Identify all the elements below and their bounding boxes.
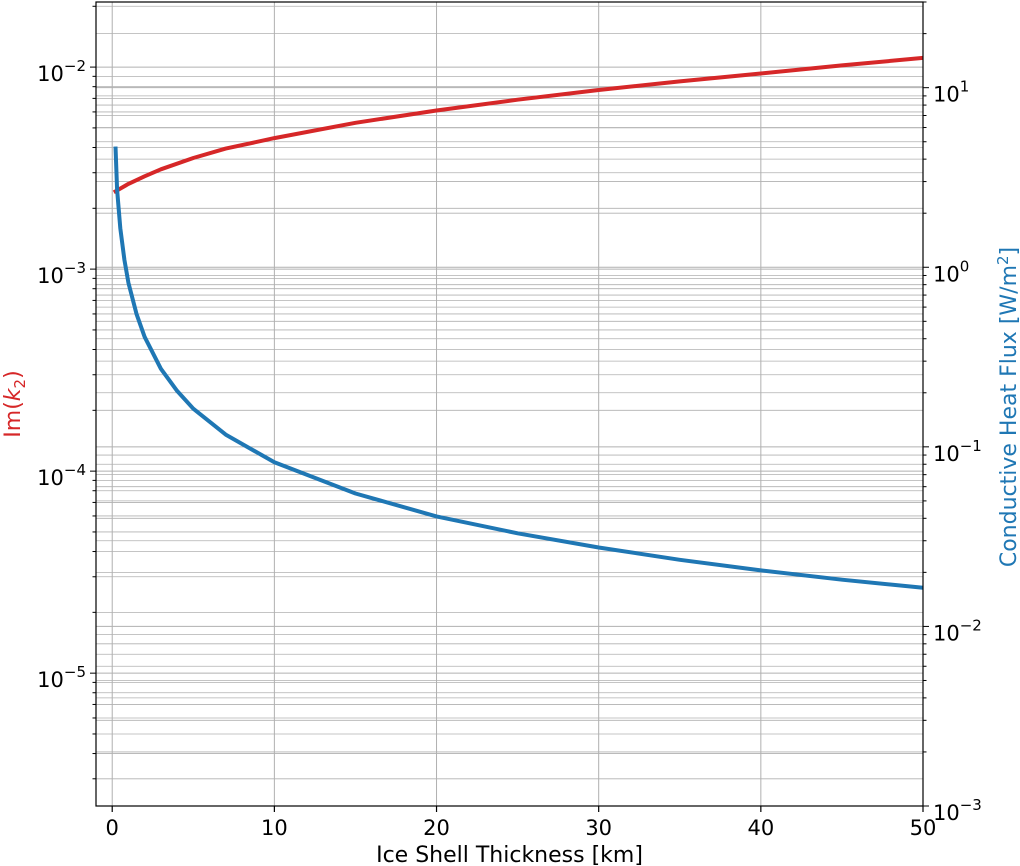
plot-frame — [95, 1, 924, 807]
x-tick-label: 30 — [585, 816, 612, 840]
y-right-tick-label: 10−3 — [933, 796, 982, 825]
y-right-tick-label: 10−1 — [933, 437, 982, 466]
series-line-im-k2 — [112, 55, 924, 195]
x-axis-label: Ice Shell Thickness [km] — [376, 843, 643, 866]
y-left-tick-label: 10−3 — [37, 259, 86, 288]
x-tick-label: 40 — [747, 816, 774, 840]
ticks: 0 10 20 30 40 50 10−2 10−3 10−4 10−5 101 100 10−1 10−… — [37, 1, 982, 840]
y-right-tick-label: 101 — [933, 78, 969, 107]
x-tick-label: 0 — [106, 816, 119, 840]
y-right-tick-label: 100 — [933, 257, 969, 286]
x-tick-label: 20 — [423, 816, 450, 840]
y-left-tick-label: 10−2 — [37, 57, 86, 86]
y-right-tick-label: 10−2 — [933, 616, 982, 645]
series-line-heat-flux — [113, 146, 924, 590]
y-left-tick-label: 10−4 — [37, 461, 86, 490]
y-left-tick-label: 10−5 — [37, 663, 86, 692]
x-tick-label: 50 — [910, 816, 937, 840]
x-tick-label: 10 — [261, 816, 288, 840]
grid — [96, 1, 924, 807]
series-layer — [112, 55, 924, 590]
y-axis-left-label: Im(k2) — [1, 370, 29, 437]
y-axis-right-label: Conductive Heat Flux [W/m2] — [994, 247, 1020, 567]
